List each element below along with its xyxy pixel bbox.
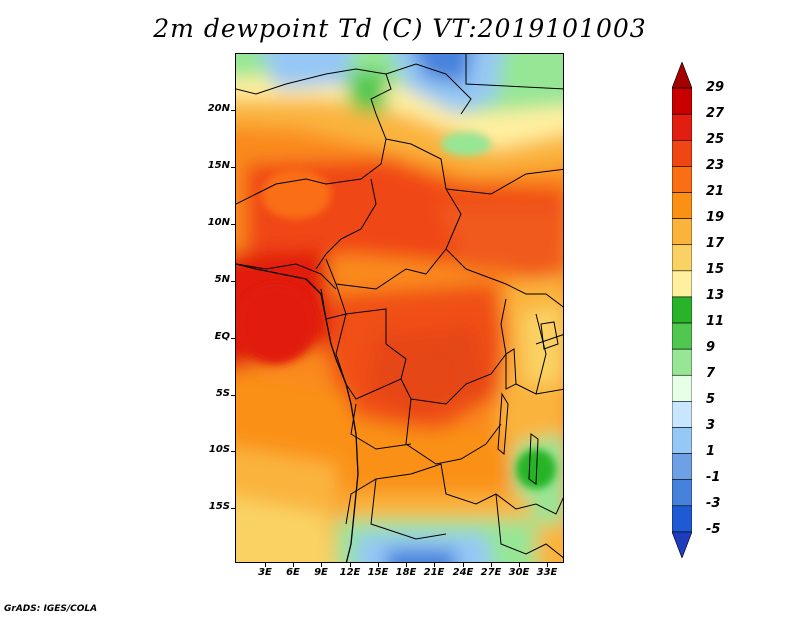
lon-tick xyxy=(406,563,407,567)
lon-label: 21E xyxy=(423,567,445,578)
colorbar-label: -1 xyxy=(706,470,721,485)
map-canvas xyxy=(236,54,563,562)
colorbar-label: -5 xyxy=(706,522,721,537)
colorbar-label: -3 xyxy=(706,496,721,511)
lon-tick xyxy=(434,563,435,567)
colorbar-label: 23 xyxy=(706,158,725,173)
lon-label: 27E xyxy=(480,567,502,578)
lon-tick xyxy=(463,563,464,567)
dewpoint-map xyxy=(235,53,564,563)
lake-outline xyxy=(505,348,517,390)
credit-label: GrADS: IGES/COLA xyxy=(4,604,98,614)
colorbar-label: 7 xyxy=(706,366,716,381)
colorbar-label: 11 xyxy=(706,314,725,329)
colorbar-cell xyxy=(672,192,692,219)
colorbar-cell xyxy=(672,270,692,298)
lon-label: 3E xyxy=(258,567,272,578)
colorbar-label: 1 xyxy=(706,444,716,459)
colorbar-label: 17 xyxy=(706,236,725,251)
lat-label: EQ xyxy=(214,331,230,342)
lon-tick xyxy=(293,563,294,567)
colorbar-cell xyxy=(672,113,692,141)
colorbar-cell xyxy=(672,531,692,558)
lon-label: 18E xyxy=(395,567,417,578)
lon-label: 9E xyxy=(314,567,328,578)
lat-tick xyxy=(231,395,235,396)
colorbar-label: 21 xyxy=(706,184,725,199)
colorbar-cell xyxy=(672,166,692,193)
coastline xyxy=(236,263,359,562)
colorbar-label: 13 xyxy=(706,288,725,303)
colorbar-cell xyxy=(672,348,692,376)
lon-label: 12E xyxy=(339,567,361,578)
colorbar-cell xyxy=(672,140,692,167)
colorbar-cell xyxy=(672,296,692,324)
colorbar-label: 5 xyxy=(706,392,716,407)
lat-tick xyxy=(231,508,235,509)
lat-tick xyxy=(231,167,235,168)
colorbar-cell xyxy=(672,427,692,454)
lon-label: 6E xyxy=(286,567,300,578)
colorbar-cell xyxy=(672,87,692,115)
lon-tick xyxy=(547,563,548,567)
lon-label: 15E xyxy=(367,567,389,578)
lat-tick xyxy=(231,451,235,452)
lake-outline xyxy=(497,392,509,456)
colorbar-label: 15 xyxy=(706,262,725,277)
colorbar-cell xyxy=(672,453,692,480)
chart-title: 2m dewpoint Td (C) VT:2019101003 xyxy=(153,14,647,43)
lake-outline xyxy=(540,321,559,350)
lat-label: 5S xyxy=(215,388,230,399)
colorbar-label: 27 xyxy=(706,106,725,121)
lat-tick xyxy=(231,338,235,339)
colorbar-cell xyxy=(672,244,692,272)
dewpoint-field-detail xyxy=(236,132,556,489)
lon-tick xyxy=(321,563,322,567)
lon-tick xyxy=(378,563,379,567)
colorbar-label: 19 xyxy=(706,210,725,225)
lon-tick xyxy=(491,563,492,567)
colorbar-cell xyxy=(672,322,692,350)
colorbar-cell xyxy=(672,218,692,246)
lat-label: 5N xyxy=(214,274,230,285)
lat-label: 10S xyxy=(208,444,230,455)
colorbar-label: 25 xyxy=(706,132,725,147)
lat-tick xyxy=(231,110,235,111)
lat-tick xyxy=(231,224,235,225)
colorbar-cell xyxy=(672,62,692,89)
lake-outline xyxy=(528,433,539,485)
lon-tick xyxy=(350,563,351,567)
colorbar-cell xyxy=(672,401,692,428)
colorbar-label: 29 xyxy=(706,80,725,95)
lat-label: 15N xyxy=(207,160,230,171)
lon-label: 33E xyxy=(536,567,558,578)
lon-tick xyxy=(265,563,266,567)
lat-tick xyxy=(231,281,235,282)
colorbar-label: 3 xyxy=(706,418,716,433)
lat-label: 10N xyxy=(207,217,230,228)
colorbar-cell xyxy=(672,479,692,507)
colorbar-cell xyxy=(672,374,692,402)
lon-label: 24E xyxy=(452,567,474,578)
lat-label: 20N xyxy=(207,103,230,114)
colorbar-label: 9 xyxy=(706,340,716,355)
colorbar xyxy=(672,62,692,558)
lat-label: 15S xyxy=(208,501,230,512)
colorbar-cell xyxy=(672,505,692,533)
lon-tick xyxy=(519,563,520,567)
lon-label: 30E xyxy=(508,567,530,578)
